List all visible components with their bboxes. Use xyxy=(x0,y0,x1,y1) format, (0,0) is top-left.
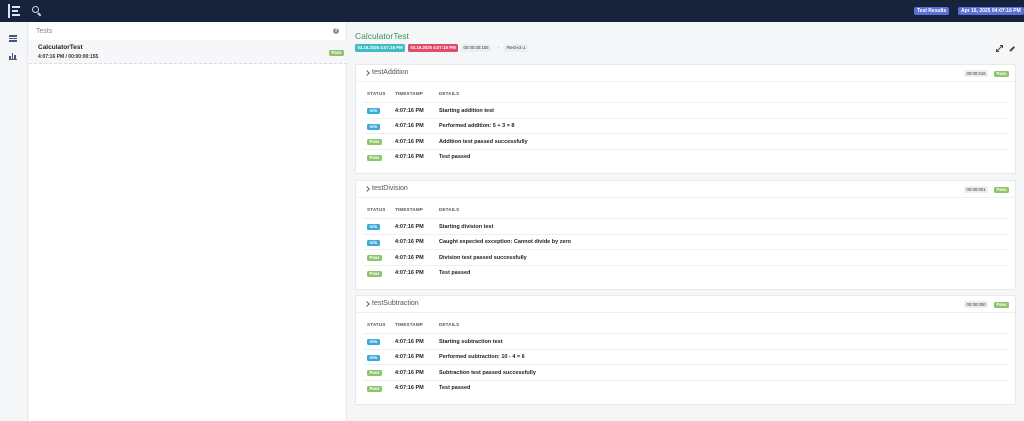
log-row: Info 4:07:16 PM Performed subtraction: 1… xyxy=(363,348,1009,365)
list-icon[interactable] xyxy=(9,35,17,42)
log-status-badge: Pass xyxy=(367,270,383,277)
column-header-details: DETAILS xyxy=(439,207,460,212)
log-status-badge: Pass xyxy=(367,139,383,145)
left-nav xyxy=(0,22,28,421)
column-header-timestamp: TIMESTAMP xyxy=(395,91,423,96)
report-logo-icon[interactable] xyxy=(8,4,21,18)
log-status-badge: Info xyxy=(367,224,380,230)
column-header-details: DETAILS xyxy=(439,322,460,327)
log-timestamp: 4:07:16 PM xyxy=(395,123,424,129)
test-card-header[interactable]: testSubtraction 00:00:000 Pass xyxy=(356,296,1015,313)
log-timestamp: 4:07:16 PM xyxy=(395,239,424,245)
test-card-header[interactable]: testAddition 00:00:016 Pass xyxy=(356,65,1015,82)
log-details: Division test passed successfully xyxy=(439,254,527,261)
log-details: Subtraction test passed successfully xyxy=(439,369,536,376)
status-badge: Pass xyxy=(329,50,345,56)
test-card-header[interactable]: testDivision 00:00:001 Pass xyxy=(356,181,1015,198)
log-timestamp: 4:07:16 PM xyxy=(395,270,424,276)
log-timestamp: 4:07:16 PM xyxy=(395,254,424,261)
test-item-name: CalculatorTest xyxy=(38,44,83,51)
log-row: Info 4:07:16 PM Performed addition: 5 + … xyxy=(363,117,1009,134)
log-details: Caught expected exception: Cannot divide… xyxy=(439,239,572,245)
log-status-badge: Pass xyxy=(367,255,383,261)
log-timestamp: 4:07:16 PM xyxy=(395,107,424,114)
log-details: Starting addition test xyxy=(439,107,494,114)
chevron-right-icon[interactable] xyxy=(364,301,370,307)
test-duration-badge: 00:00:000 xyxy=(964,301,989,308)
log-details: Test passed xyxy=(439,270,471,276)
log-status-badge: Info xyxy=(367,108,380,114)
log-row: Info 4:07:16 PM Starting division test xyxy=(363,218,1009,234)
search-icon[interactable] xyxy=(32,6,42,17)
status-badge: Pass xyxy=(994,70,1010,77)
pen-icon[interactable] xyxy=(1008,45,1015,52)
test-card-title: testDivision xyxy=(372,185,408,192)
log-details: Test passed xyxy=(439,385,471,391)
log-row: Info 4:07:16 PM Starting subtraction tes… xyxy=(363,333,1009,349)
log-details: Performed subtraction: 10 - 4 = 6 xyxy=(439,354,525,360)
log-status-badge: Pass xyxy=(367,385,383,392)
log-status-badge: Info xyxy=(367,239,380,246)
log-timestamp: 4:07:16 PM xyxy=(395,138,424,145)
test-card-title: testAddition xyxy=(372,69,409,76)
log-row: Info 4:07:16 PM Starting addition test xyxy=(363,102,1009,118)
start-time-badge: 04.16.2025 4:07:16 PM xyxy=(355,44,406,52)
log-details: Addition test passed successfully xyxy=(439,138,528,145)
log-row: Pass 4:07:16 PM Subtraction test passed … xyxy=(363,364,1009,380)
chevron-right-icon[interactable] xyxy=(364,70,370,76)
log-details: Starting subtraction test xyxy=(439,338,503,345)
log-timestamp: 4:07:16 PM xyxy=(395,385,424,391)
log-row: Pass 4:07:16 PM Division test passed suc… xyxy=(363,249,1009,265)
test-duration-badge: 00:00:001 xyxy=(964,186,989,193)
test-card-subtraction: testSubtraction 00:00:000 Pass STATUS TI… xyxy=(355,295,1016,405)
log-status-badge: Info xyxy=(367,354,380,361)
test-card-division: testDivision 00:00:001 Pass STATUS TIMES… xyxy=(355,180,1016,290)
page-title: CalculatorTest xyxy=(355,31,409,41)
log-status-badge: Pass xyxy=(367,370,383,376)
log-timestamp: 4:07:16 PM xyxy=(395,338,424,345)
bar-chart-icon[interactable] xyxy=(9,53,17,60)
log-timestamp: 4:07:16 PM xyxy=(395,154,424,160)
log-row: Info 4:07:16 PM Caught expected exceptio… xyxy=(363,233,1009,250)
column-header-timestamp: TIMESTAMP xyxy=(395,207,423,212)
test-card-addition: testAddition 00:00:016 Pass STATUS TIMES… xyxy=(355,64,1016,174)
log-timestamp: 4:07:16 PM xyxy=(395,354,424,360)
log-row: Pass 4:07:16 PM Addition test passed suc… xyxy=(363,133,1009,149)
log-status-badge: Pass xyxy=(367,154,383,161)
log-status-badge: Info xyxy=(367,339,380,345)
test-list-item[interactable]: CalculatorTest 4:07:16 PM / 00:00:00:155… xyxy=(29,40,347,64)
log-status-badge: Info xyxy=(367,123,380,130)
chevron-right-icon[interactable] xyxy=(364,186,370,192)
column-header-status: STATUS xyxy=(367,91,386,96)
test-item-meta: 4:07:16 PM / 00:00:00:155 xyxy=(38,54,99,60)
test-duration-badge: 00:00:016 xyxy=(964,70,989,77)
status-badge: Pass xyxy=(994,186,1010,193)
status-badge: Pass xyxy=(994,301,1010,308)
column-header-status: STATUS xyxy=(367,322,386,327)
log-details: Starting division test xyxy=(439,223,494,230)
log-details: Performed addition: 5 + 3 = 8 xyxy=(439,123,515,129)
log-row: Pass 4:07:16 PM Test passed xyxy=(363,148,1009,165)
log-details: Test passed xyxy=(439,154,471,160)
log-row: Pass 4:07:16 PM Test passed xyxy=(363,264,1009,281)
expand-icon[interactable] xyxy=(996,45,1003,52)
log-timestamp: 4:07:16 PM xyxy=(395,223,424,230)
log-row: Pass 4:07:16 PM Test passed xyxy=(363,379,1009,396)
test-card-title: testSubtraction xyxy=(372,300,419,307)
end-time-badge: 04.16.2025 4:07:16 PM xyxy=(408,44,459,52)
test-detail: CalculatorTest 04.16.2025 4:07:16 PM 04.… xyxy=(348,22,1024,421)
column-header-details: DETAILS xyxy=(439,91,460,96)
tests-panel: Tests ? CalculatorTest 4:07:16 PM / 00:0… xyxy=(29,22,347,421)
log-timestamp: 4:07:16 PM xyxy=(395,369,424,376)
column-header-status: STATUS xyxy=(367,207,386,212)
top-bar: Test Results Apr 16, 2025 04:07:16 PM xyxy=(0,0,1024,22)
info-icon[interactable]: ? xyxy=(333,28,339,34)
column-header-timestamp: TIMESTAMP xyxy=(395,322,423,327)
meta-separator: · xyxy=(498,45,500,51)
app-name-badge: Test Results xyxy=(914,7,950,15)
report-date-badge: Apr 16, 2025 04:07:16 PM xyxy=(958,7,1024,15)
thread-badge: #test-id=1 xyxy=(504,44,528,52)
tests-panel-title: Tests xyxy=(36,28,53,35)
duration-badge: 00:00:00:155 xyxy=(461,44,492,52)
